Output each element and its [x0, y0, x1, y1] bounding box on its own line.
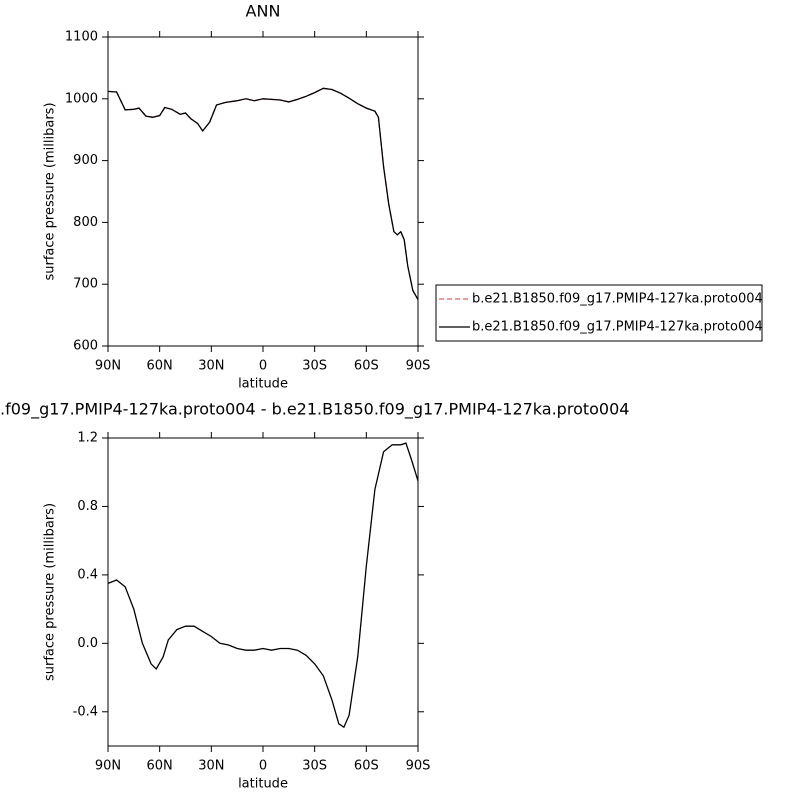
x-tick-label: 90S	[406, 759, 431, 774]
data-line	[107, 87, 419, 300]
y-tick-label: 900	[73, 153, 98, 168]
x-tick-label: 60S	[354, 359, 379, 374]
x-tick-label: 60S	[354, 759, 379, 774]
y-axis-label: surface pressure (millibars)	[43, 503, 58, 681]
x-tick-label: 0	[259, 759, 267, 774]
y-tick-label: 1.2	[77, 431, 98, 446]
chart-title: ANN	[246, 2, 281, 21]
x-tick-label: 90N	[95, 759, 121, 774]
x-tick-label: 30S	[302, 359, 327, 374]
x-axis-label: latitude	[238, 377, 288, 392]
y-tick-label: 700	[73, 277, 98, 292]
y-tick-label: -0.4	[73, 704, 98, 719]
y-tick-label: 0.8	[77, 499, 98, 514]
y-tick-label: 600	[73, 339, 98, 354]
y-axis-label: surface pressure (millibars)	[43, 102, 58, 280]
plot-frame	[107, 437, 419, 747]
x-tick-label: 0	[259, 359, 267, 374]
x-tick-label: 90S	[406, 359, 431, 374]
data-line	[107, 87, 419, 300]
y-tick-label: 800	[73, 215, 98, 230]
x-tick-label: 30S	[302, 759, 327, 774]
x-axis-label: latitude	[238, 777, 288, 792]
plot-frame	[107, 36, 419, 347]
x-tick-label: 30N	[198, 359, 224, 374]
legend-box	[435, 284, 763, 342]
x-tick-label: 60N	[147, 359, 173, 374]
x-tick-label: 60N	[147, 759, 173, 774]
x-tick-label: 90N	[95, 359, 121, 374]
y-tick-label: 0.0	[77, 636, 98, 651]
chart-title: .f09_g17.PMIP4-127ka.proto004 - b.e21.B1…	[0, 400, 629, 420]
x-tick-label: 30N	[198, 759, 224, 774]
data-line	[107, 442, 419, 729]
y-tick-label: 0.4	[77, 567, 98, 582]
y-tick-label: 1000	[65, 91, 98, 106]
legend-label: b.e21.B1850.f09_g17.PMIP4-127ka.proto004	[472, 292, 763, 307]
legend-label: b.e21.B1850.f09_g17.PMIP4-127ka.proto004	[472, 320, 763, 335]
y-tick-label: 1100	[65, 30, 98, 45]
